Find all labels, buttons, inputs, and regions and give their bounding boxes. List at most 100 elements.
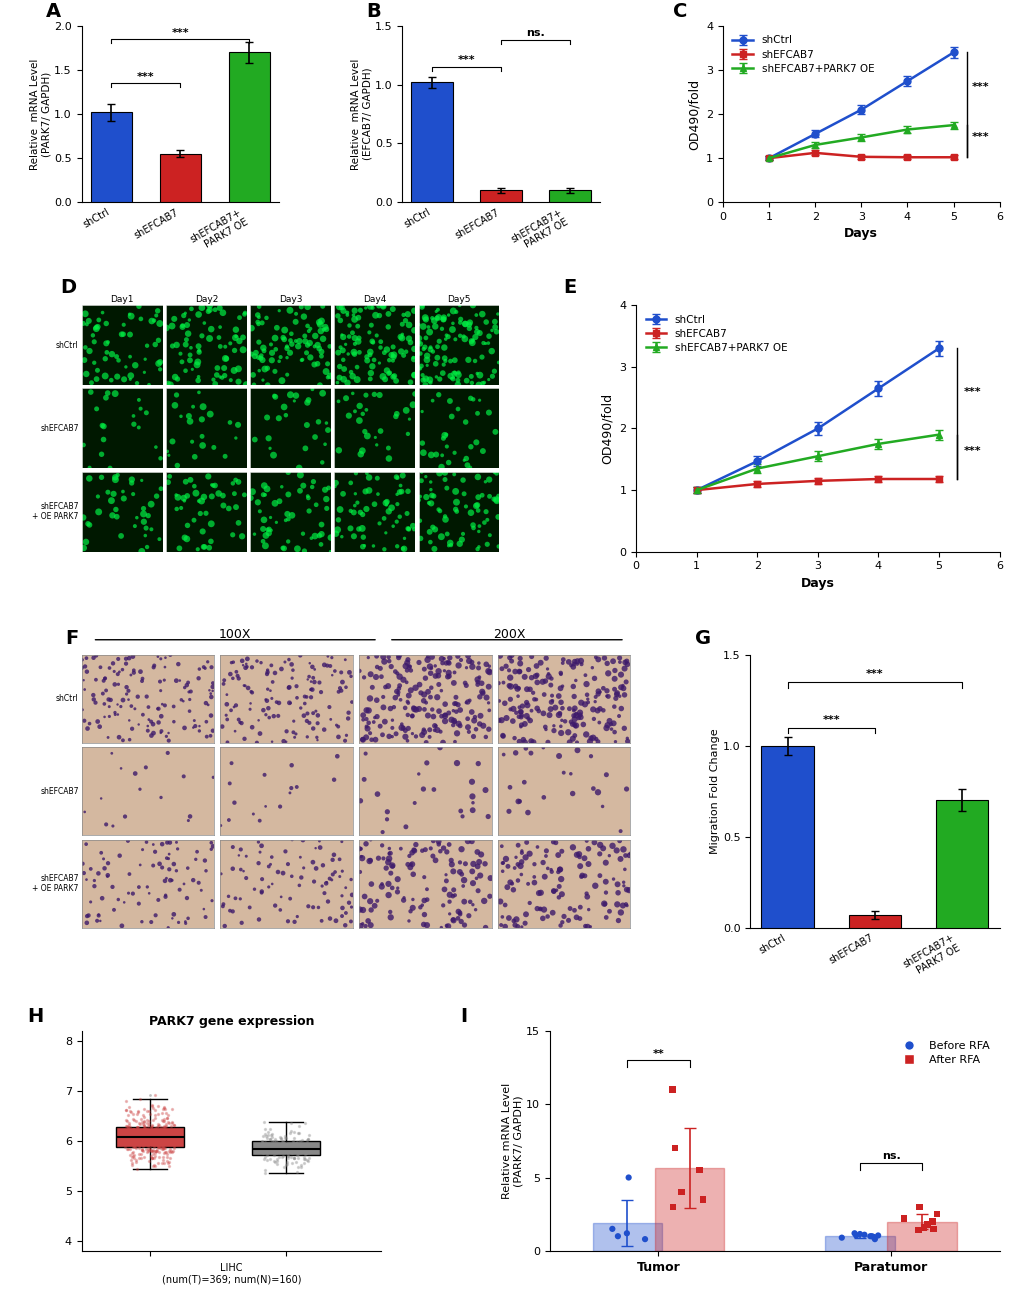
Point [503, 873, 520, 894]
Point [124, 883, 141, 904]
Point [428, 444, 444, 465]
Point [518, 737, 534, 758]
Point [254, 1131, 270, 1152]
Point [451, 852, 468, 873]
Point [270, 705, 286, 726]
Point [550, 887, 567, 908]
Point [483, 340, 499, 361]
Bar [160, 154, 201, 202]
Point [117, 1138, 133, 1158]
Point [74, 649, 91, 670]
Point [185, 717, 202, 737]
Point [421, 493, 437, 513]
Point [154, 857, 170, 878]
Point [833, 1227, 849, 1248]
Point [430, 701, 446, 722]
Point [153, 649, 169, 670]
Point [590, 649, 606, 670]
Point [444, 861, 461, 882]
Point [158, 868, 174, 889]
Point [165, 711, 181, 732]
Point [290, 1122, 307, 1143]
Point [265, 444, 281, 465]
Point [579, 689, 595, 710]
Point [587, 687, 603, 708]
Point [585, 727, 601, 748]
Point [222, 334, 238, 354]
Point [162, 1121, 178, 1141]
Point [549, 861, 566, 882]
Point [313, 534, 329, 555]
Text: 200X: 200X [493, 628, 526, 641]
Point [147, 1127, 163, 1148]
Point [251, 710, 267, 731]
Point [431, 369, 447, 390]
Point [289, 1135, 306, 1156]
Point [118, 1110, 135, 1131]
Point [204, 680, 220, 701]
Point [374, 835, 390, 856]
Point [147, 842, 163, 863]
Point [467, 327, 483, 348]
Point [385, 344, 401, 365]
Point [152, 1118, 168, 1139]
Point [484, 366, 500, 387]
Point [271, 491, 287, 512]
Point [74, 853, 91, 874]
Point [355, 705, 371, 726]
Point [598, 718, 614, 739]
Point [227, 469, 244, 490]
Point [154, 1131, 170, 1152]
Point [154, 1153, 170, 1174]
Point [279, 853, 296, 874]
Title: Day2: Day2 [195, 296, 218, 305]
Point [249, 650, 265, 671]
Point [492, 891, 508, 912]
Point [384, 336, 400, 357]
Text: ***: *** [865, 670, 882, 679]
Point [420, 705, 436, 726]
Point [412, 334, 428, 354]
Point [469, 538, 485, 559]
Point [254, 881, 270, 902]
Point [281, 692, 298, 713]
Point [425, 830, 441, 851]
Point [340, 893, 357, 913]
Point [445, 672, 462, 693]
Point [428, 366, 444, 387]
Point [286, 1140, 303, 1161]
Point [606, 722, 623, 743]
Point [507, 847, 524, 868]
Point [263, 520, 279, 541]
Point [297, 1113, 313, 1134]
Point [614, 872, 631, 893]
Point [334, 483, 351, 504]
Point [122, 369, 139, 390]
Point [122, 665, 139, 685]
Point [449, 370, 466, 391]
Point [477, 853, 493, 874]
Point [122, 1149, 139, 1170]
Point [598, 653, 614, 674]
Point [412, 358, 428, 379]
Point [603, 1218, 620, 1239]
Point [418, 752, 434, 773]
Point [203, 687, 219, 708]
Point [75, 435, 92, 456]
Text: ***: *** [962, 446, 980, 456]
Point [304, 679, 320, 700]
Point [544, 902, 560, 923]
Point [291, 847, 308, 868]
Point [297, 1149, 313, 1170]
Point [155, 1138, 171, 1158]
Point [384, 710, 400, 731]
Point [127, 1149, 144, 1170]
Point [96, 429, 112, 450]
Point [444, 886, 461, 907]
Point [236, 304, 253, 324]
Point [90, 317, 106, 337]
Point [230, 844, 247, 865]
Point [121, 1131, 138, 1152]
Point [375, 296, 391, 317]
Point [359, 351, 375, 371]
